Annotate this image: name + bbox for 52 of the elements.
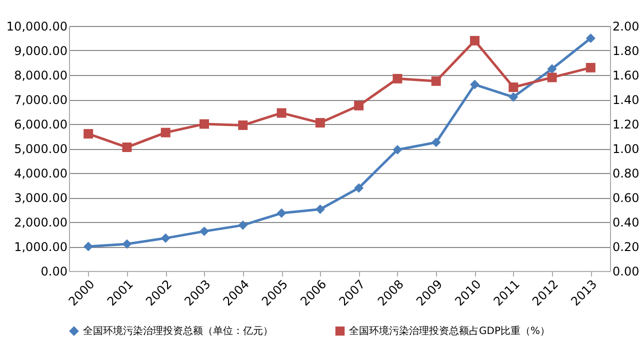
point	[160, 233, 170, 243]
y2-tick-label: 1.80	[612, 44, 640, 58]
y-tick-label: 8,000.00	[14, 68, 68, 82]
point	[470, 36, 480, 46]
point	[84, 242, 94, 252]
y2-tick-label: 1.00	[612, 142, 640, 156]
y2-tick-label: 1.20	[612, 118, 640, 132]
y2-tick-label: 0.40	[612, 216, 640, 230]
point	[431, 138, 441, 148]
y-tick-label: 0.00	[40, 264, 68, 278]
point	[276, 108, 286, 118]
point	[200, 119, 209, 129]
y-tick-label: 6,000.00	[14, 118, 68, 132]
point	[586, 34, 596, 43]
point	[508, 92, 518, 102]
legend-label: 全国环境污染治理投资总额（单位：亿元）	[83, 325, 273, 338]
point	[354, 100, 364, 110]
y-tick-label: 9,000.00	[14, 44, 68, 58]
point	[276, 208, 286, 218]
y2-tick-label: 1.60	[612, 68, 640, 82]
y-tick-label: 5,000.00	[14, 142, 68, 156]
y2-tick-label: 0.00	[612, 264, 640, 278]
y-tick-label: 7,000.00	[14, 93, 68, 107]
point	[392, 144, 402, 154]
point	[547, 72, 557, 82]
point	[238, 220, 248, 230]
y-tick-label: 1,000.00	[14, 240, 68, 254]
point	[431, 76, 441, 86]
y-tick-label: 3,000.00	[14, 191, 68, 205]
point	[122, 142, 132, 152]
y-tick-label: 4,000.00	[14, 166, 68, 180]
point	[586, 62, 596, 72]
point	[392, 74, 402, 84]
point	[508, 82, 518, 92]
legend-label: 全国环境污染治理投资总额占GDP比重（%）	[349, 325, 550, 338]
point	[315, 118, 325, 128]
y2-tick-label: 0.20	[612, 240, 640, 254]
point	[354, 183, 364, 193]
point	[122, 239, 132, 249]
point	[470, 80, 480, 90]
y2-tick-label: 0.60	[612, 191, 640, 205]
point	[160, 128, 170, 138]
y2-tick-label: 0.80	[612, 166, 640, 180]
y-tick-label: 2,000.00	[14, 216, 68, 230]
point	[200, 226, 209, 236]
point	[238, 120, 248, 130]
y-tick-label: 10,000.00	[6, 20, 68, 34]
point	[315, 204, 325, 214]
y2-tick-label: 1.40	[612, 93, 640, 107]
point	[547, 64, 557, 74]
y2-tick-label: 2.00	[612, 20, 640, 34]
point	[84, 129, 94, 139]
